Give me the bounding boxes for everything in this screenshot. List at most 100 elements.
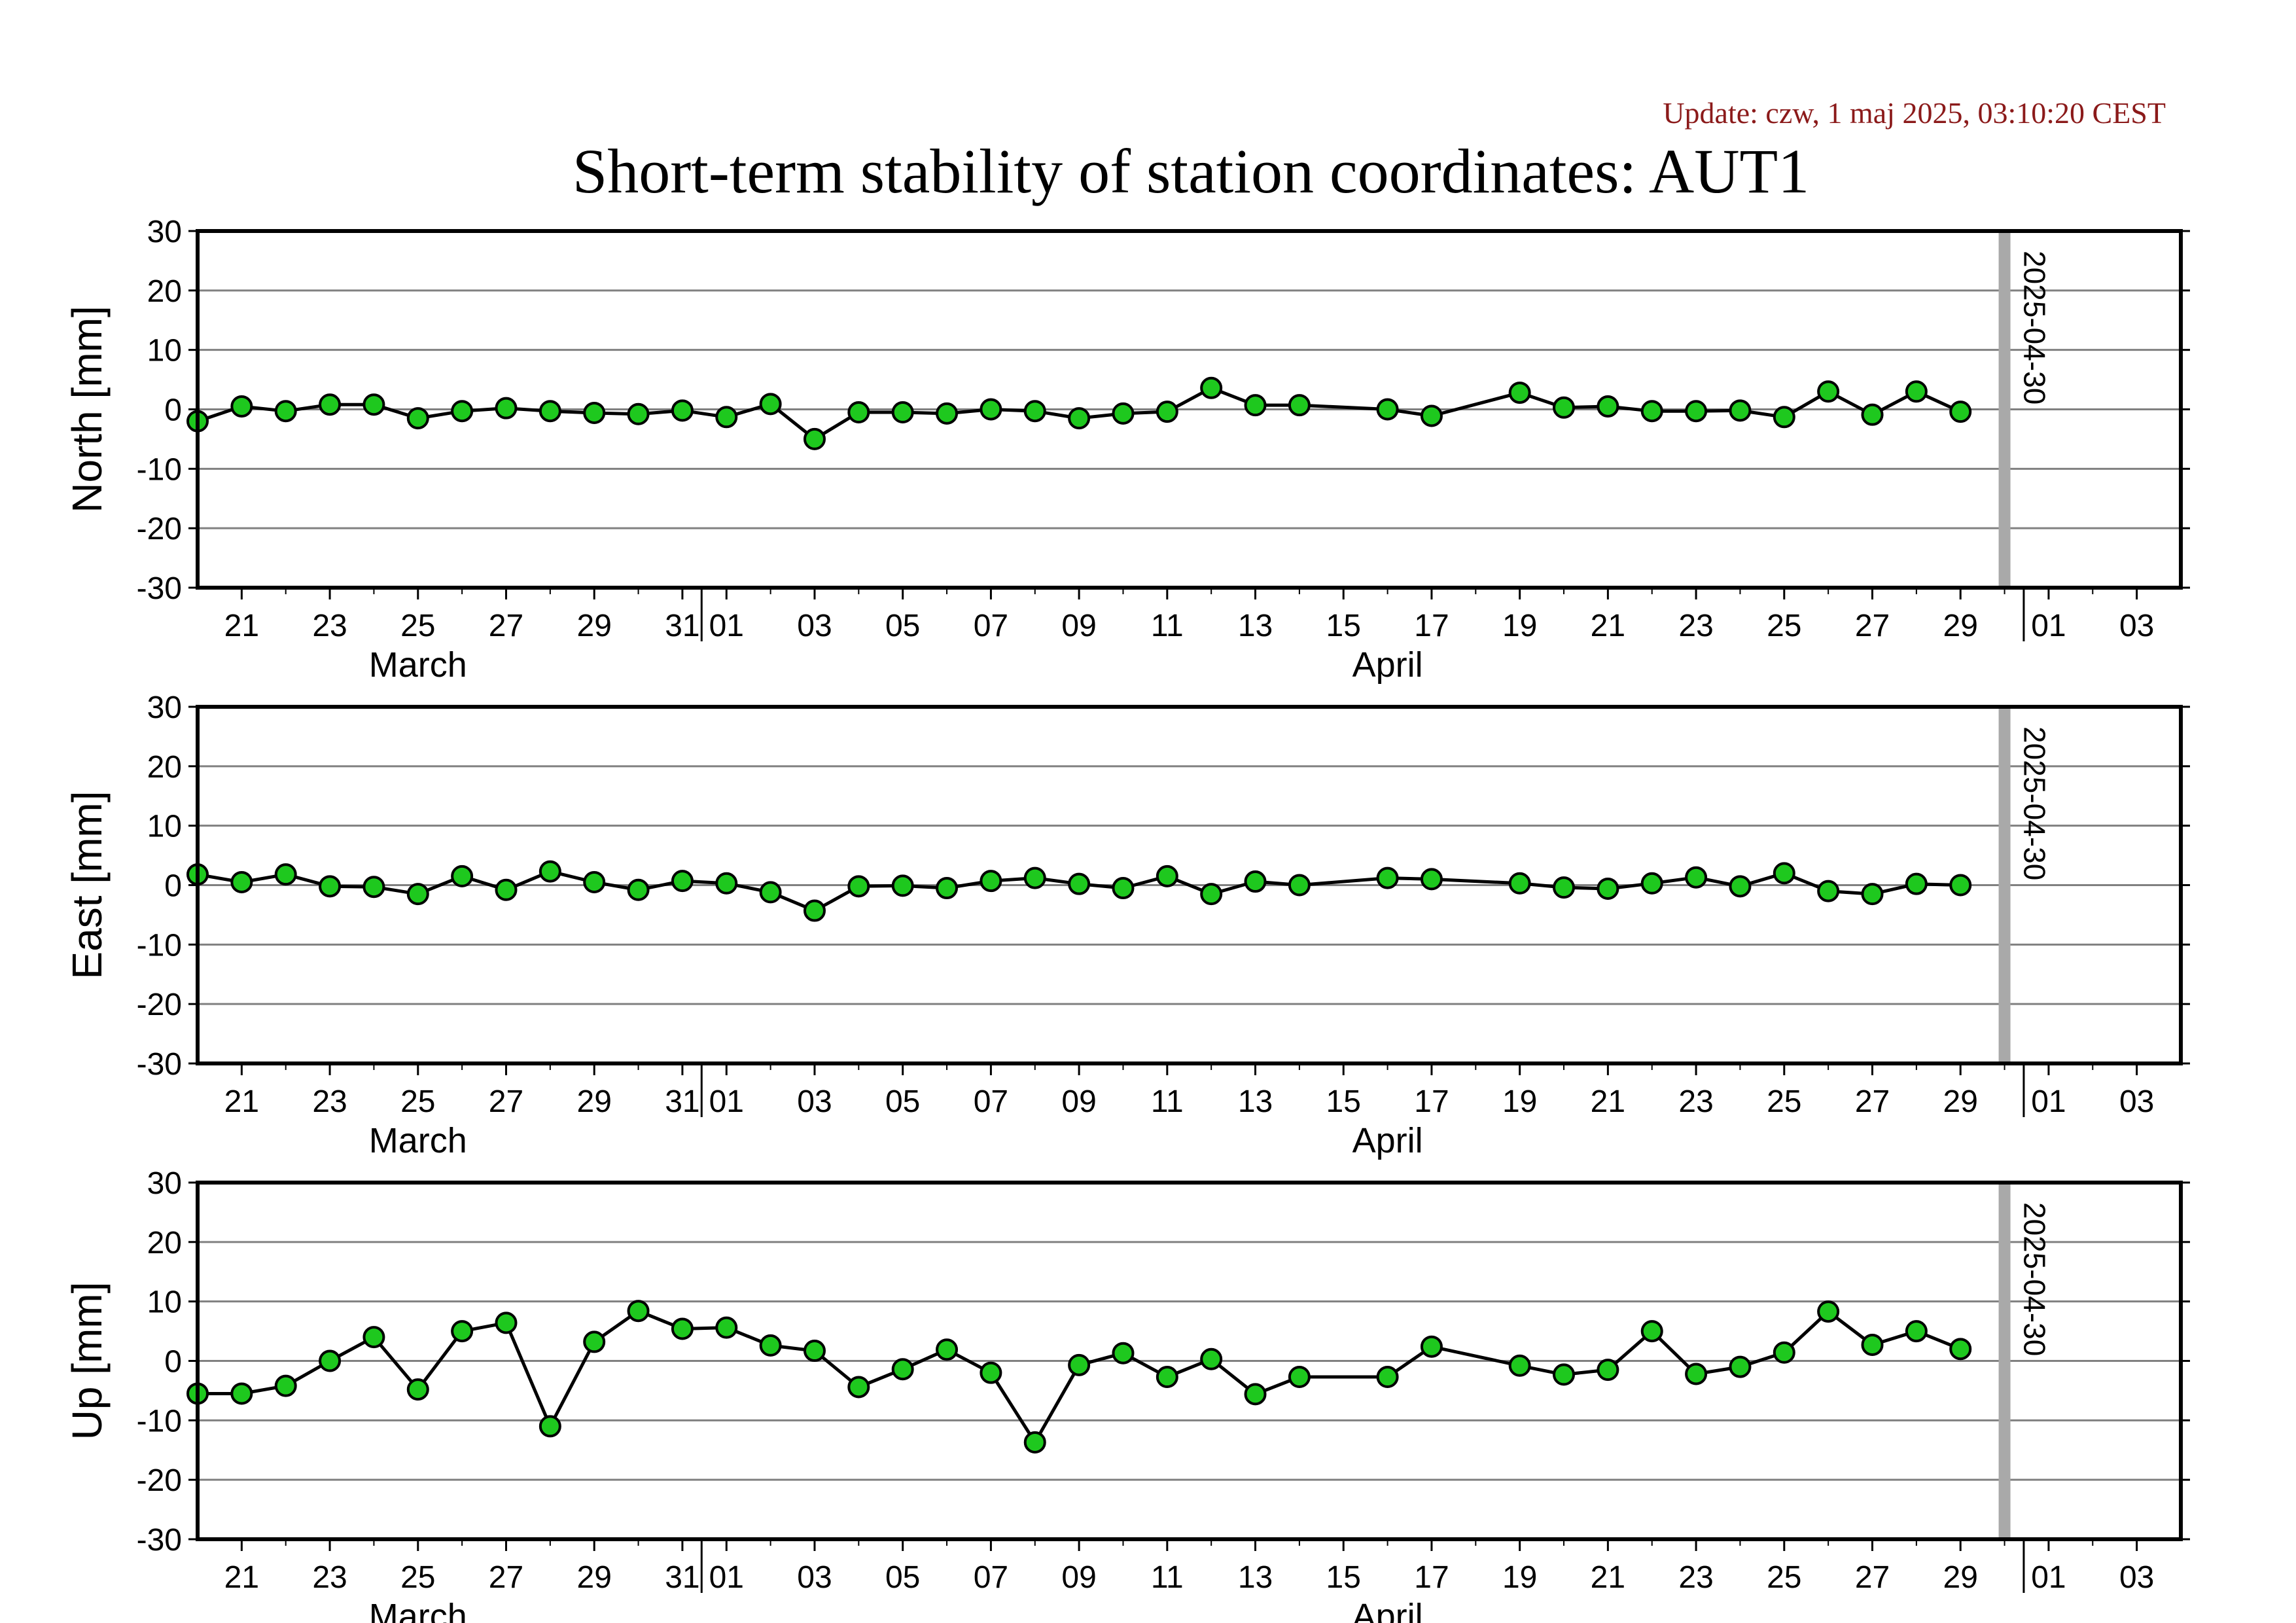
data-point bbox=[1420, 404, 1443, 427]
data-point bbox=[1553, 876, 1576, 899]
data-point bbox=[1773, 862, 1795, 885]
x-tick-label: 05 bbox=[885, 609, 920, 643]
data-point bbox=[495, 397, 518, 419]
x-tick-label: 21 bbox=[224, 1560, 259, 1595]
x-tick-label: 15 bbox=[1326, 1560, 1361, 1595]
data-point bbox=[583, 870, 606, 893]
data-point bbox=[847, 1376, 870, 1399]
x-tick-label: 05 bbox=[885, 1560, 920, 1595]
data-point bbox=[1729, 875, 1752, 898]
plot-frame bbox=[196, 229, 2183, 590]
data-point bbox=[1905, 872, 1928, 895]
data-point bbox=[539, 860, 561, 883]
data-point bbox=[1640, 400, 1663, 423]
data-point bbox=[362, 876, 385, 899]
x-tick-label: 31 bbox=[665, 1560, 699, 1595]
data-point bbox=[1861, 883, 1884, 906]
data-point bbox=[1288, 1366, 1311, 1389]
y-axis-label: East [mm] bbox=[63, 791, 111, 979]
data-point bbox=[1068, 407, 1091, 430]
data-point bbox=[1023, 1431, 1046, 1454]
current-day-bar bbox=[1998, 1183, 2011, 1539]
data-point bbox=[936, 1338, 959, 1361]
x-tick-label: 11 bbox=[1151, 609, 1184, 643]
data-point bbox=[715, 872, 738, 895]
x-tick-label: 09 bbox=[1061, 609, 1096, 643]
y-axis-label: Up [mm] bbox=[63, 1282, 111, 1440]
data-point bbox=[1244, 394, 1267, 417]
x-tick-label: 31 bbox=[665, 1084, 699, 1119]
data-point bbox=[1376, 398, 1399, 421]
data-point bbox=[759, 1334, 782, 1357]
x-tick-label: 07 bbox=[974, 1560, 1008, 1595]
data-point bbox=[803, 427, 826, 450]
data-point bbox=[495, 878, 518, 901]
x-tick-label: 17 bbox=[1414, 609, 1449, 643]
data-point bbox=[583, 1330, 606, 1353]
x-tick-label: 01 bbox=[709, 609, 744, 643]
x-tick-label: 01 bbox=[2031, 1084, 2066, 1119]
y-tick-label: 10 bbox=[147, 810, 182, 844]
x-tick-label: 07 bbox=[974, 609, 1008, 643]
x-tick-label: 23 bbox=[312, 609, 347, 643]
y-tick-label: -30 bbox=[137, 571, 182, 606]
x-tick-label: 03 bbox=[2119, 1084, 2154, 1119]
y-tick-label: 0 bbox=[164, 1345, 182, 1380]
data-point bbox=[980, 870, 1002, 893]
y-tick-label: -10 bbox=[137, 452, 182, 487]
data-point bbox=[406, 1378, 429, 1401]
data-point bbox=[1861, 403, 1884, 426]
x-tick-label: 03 bbox=[2119, 1560, 2154, 1595]
x-tick-label: 01 bbox=[709, 1084, 744, 1119]
data-point bbox=[451, 865, 474, 887]
data-point bbox=[1861, 1333, 1884, 1356]
data-point bbox=[1068, 1353, 1091, 1376]
x-tick-label: 17 bbox=[1414, 1560, 1449, 1595]
current-day-bar bbox=[1998, 231, 2011, 588]
y-tick-label: 0 bbox=[164, 869, 182, 904]
data-point bbox=[1244, 870, 1267, 893]
panel-up: 30 20 10 0 -10 -20 -30 2025-04-30 21 23 25 27 29 31 01… bbox=[63, 1166, 2190, 1623]
data-point bbox=[1817, 880, 1840, 902]
x-tick-label: 23 bbox=[1678, 1084, 1713, 1119]
data-point bbox=[1640, 1320, 1663, 1343]
x-tick-label: 11 bbox=[1151, 1560, 1184, 1595]
data-point bbox=[1949, 1338, 1972, 1361]
data-point bbox=[1905, 1320, 1928, 1343]
data-point bbox=[1597, 1359, 1619, 1382]
x-tick-label: 17 bbox=[1414, 1084, 1449, 1119]
data-point bbox=[1376, 1366, 1399, 1389]
data-point bbox=[1200, 883, 1223, 906]
y-tick-label: 20 bbox=[147, 750, 182, 785]
y-tick-label: 20 bbox=[147, 1226, 182, 1260]
x-tick-label: 11 bbox=[1151, 1084, 1184, 1119]
x-tick-label: 25 bbox=[1767, 609, 1801, 643]
data-point bbox=[1640, 872, 1663, 895]
x-tick-label: 01 bbox=[2031, 1560, 2066, 1595]
month-label: April bbox=[1352, 1121, 1423, 1160]
update-text: Update: czw, 1 maj 2025, 03:10:20 CEST bbox=[1663, 96, 2166, 130]
data-point bbox=[847, 401, 870, 424]
data-point bbox=[1949, 401, 1972, 423]
y-tick-label: -10 bbox=[137, 928, 182, 963]
data-point bbox=[1200, 1347, 1223, 1370]
x-tick-label: 29 bbox=[577, 609, 612, 643]
data-point bbox=[362, 1326, 385, 1349]
x-tick-label: 25 bbox=[400, 609, 435, 643]
x-tick-label: 29 bbox=[1943, 1084, 1978, 1119]
x-tick-label: 29 bbox=[1943, 1560, 1978, 1595]
current-day-label: 2025-04-30 bbox=[2018, 251, 2052, 404]
data-point bbox=[406, 883, 429, 906]
x-tick-label: 03 bbox=[797, 1084, 832, 1119]
data-point bbox=[539, 1415, 561, 1438]
x-tick-label: 25 bbox=[1767, 1560, 1801, 1595]
data-point bbox=[1376, 866, 1399, 889]
x-tick-label: 21 bbox=[1591, 1560, 1625, 1595]
y-tick-label: 0 bbox=[164, 393, 182, 428]
x-tick-label: 01 bbox=[709, 1560, 744, 1595]
x-tick-label: 23 bbox=[312, 1084, 347, 1119]
data-point bbox=[803, 899, 826, 922]
x-tick-label: 21 bbox=[1591, 609, 1625, 643]
